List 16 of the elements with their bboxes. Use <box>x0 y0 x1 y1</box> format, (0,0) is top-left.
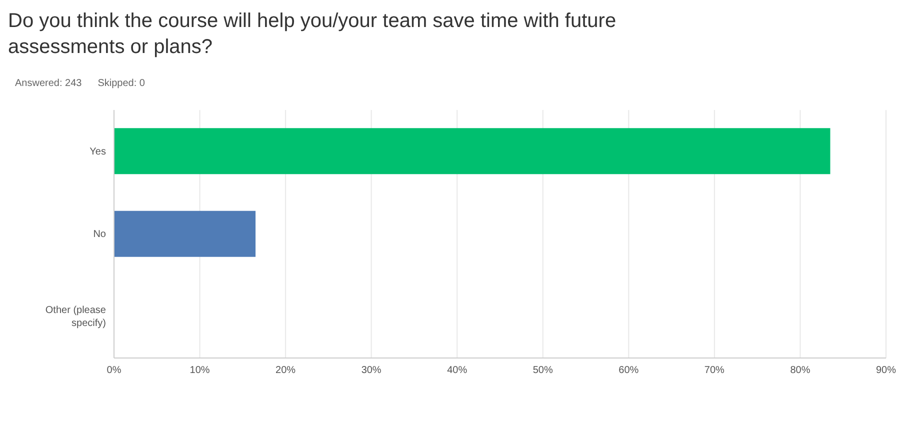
y-tick-label: Yes <box>90 146 106 157</box>
x-tick-label: 10% <box>190 365 210 376</box>
x-tick-label: 90% <box>876 365 896 376</box>
x-tick-label: 20% <box>276 365 296 376</box>
x-tick-label: 60% <box>618 365 639 376</box>
y-tick-label: No <box>93 228 106 240</box>
x-tick-label: 80% <box>790 365 810 376</box>
text: Skipped: 0 <box>98 78 145 91</box>
x-tick-label: 50% <box>532 365 554 376</box>
y-tick-label: Other (please specify) <box>45 304 106 329</box>
x-tick-label: 0% <box>106 365 122 376</box>
x-tick-label: 70% <box>704 365 725 376</box>
x-tick-label: 30% <box>361 365 382 376</box>
chart-title: Do you think the course will help you/your team save time with future assessments or plans? <box>8 9 618 60</box>
x-tick-label: 40% <box>447 365 468 376</box>
text: Answered: 243 <box>15 78 82 91</box>
